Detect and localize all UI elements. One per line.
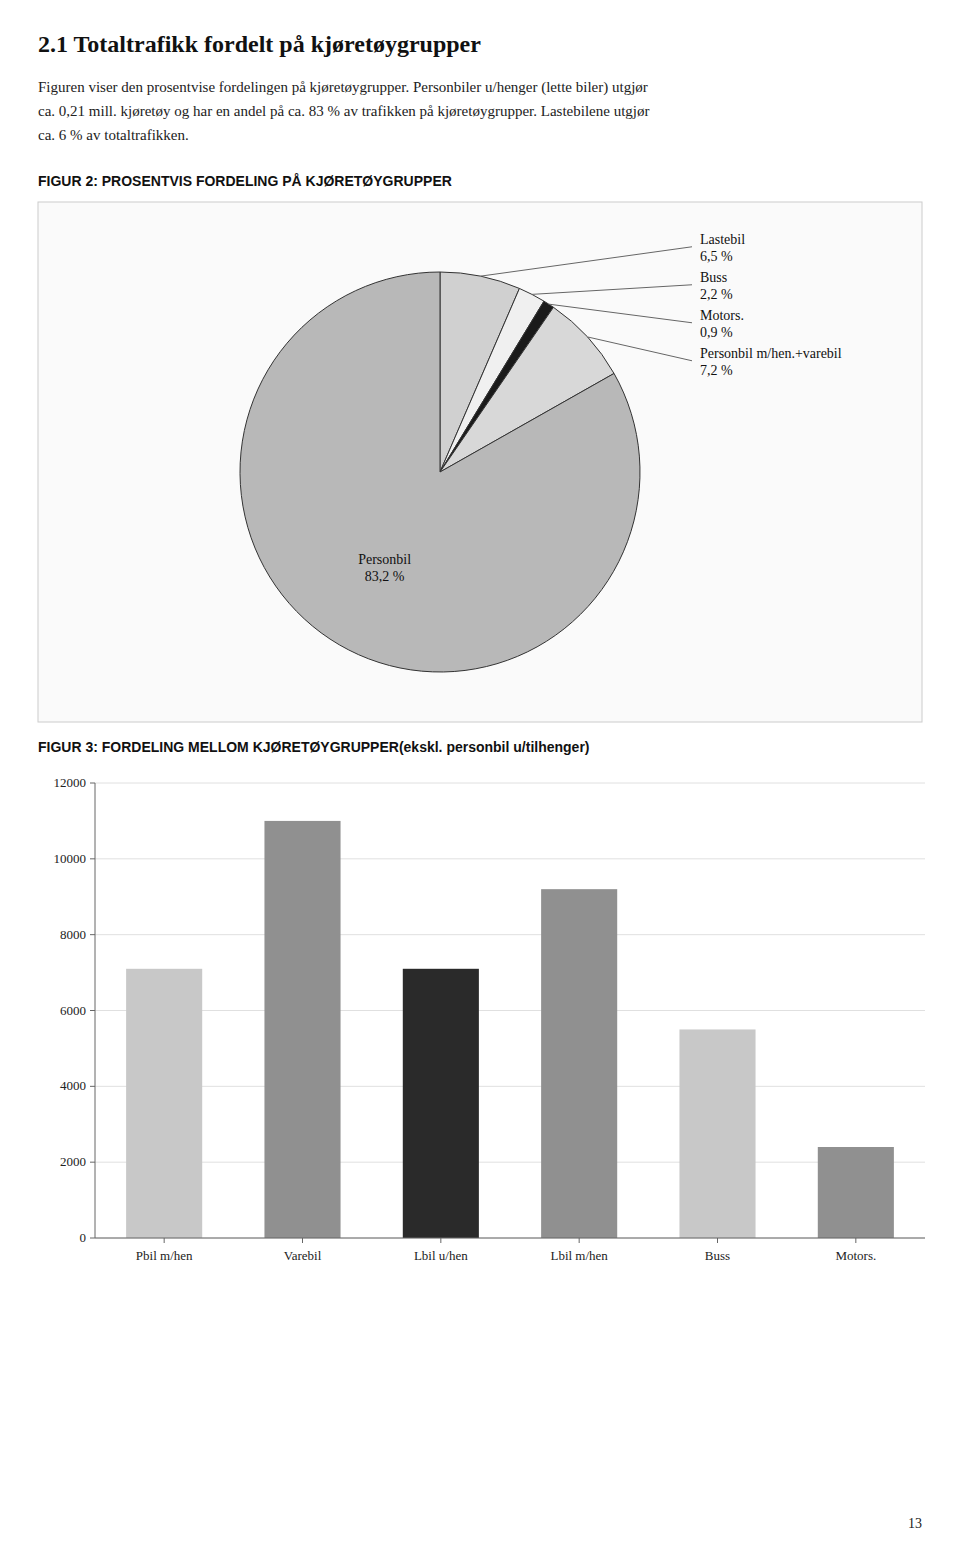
bars (126, 821, 894, 1238)
grid-line (95, 783, 925, 784)
x-tick (440, 1238, 441, 1243)
x-tick-label: Lbil u/hen (414, 1248, 468, 1263)
y-axis (95, 783, 96, 1238)
leader-line (481, 247, 692, 276)
leader-line (588, 337, 692, 361)
x-tick (302, 1238, 303, 1243)
x-tick-label: Varebil (284, 1248, 322, 1263)
y-tick-label: 4000 (60, 1078, 86, 1093)
grid-line (95, 1010, 925, 1011)
leader-line (532, 285, 692, 295)
slice-name: Lastebil (700, 232, 745, 247)
bar (264, 821, 340, 1238)
page-number: 13 (908, 1516, 922, 1531)
body-text: ca. 6 % av totaltrafikken. (38, 127, 189, 143)
bar (679, 1029, 755, 1238)
grid-line (95, 934, 925, 935)
x-tick (855, 1238, 856, 1243)
y-tick (90, 934, 95, 935)
slice-value-label: 7,2 % (700, 363, 733, 378)
bar (541, 889, 617, 1238)
page-title: 2.1 Totaltrafikk fordelt på kjøretøygrup… (38, 31, 481, 57)
slice-value-label: 83,2 % (365, 569, 405, 584)
body-text: Figuren viser den prosentvise fordelinge… (38, 79, 648, 96)
grid-line (95, 1086, 925, 1087)
bar (403, 969, 479, 1238)
y-tick (90, 783, 95, 784)
x-tick (717, 1238, 718, 1243)
y-tick-label: 2000 (60, 1154, 86, 1169)
y-tick-label: 12000 (54, 775, 87, 790)
y-tick-label: 0 (80, 1230, 87, 1245)
bar (126, 969, 202, 1238)
x-tick-label: Pbil m/hen (136, 1248, 193, 1263)
slice-name: Buss (700, 270, 727, 285)
y-tick (90, 1010, 95, 1011)
y-tick-label: 8000 (60, 927, 86, 942)
x-tick (579, 1238, 580, 1243)
body-text: ca. 0,21 mill. kjøretøy og har en andel … (38, 103, 649, 119)
y-tick (90, 858, 95, 859)
y-tick (90, 1086, 95, 1087)
pie-panel (38, 202, 922, 722)
x-tick-label: Buss (705, 1248, 730, 1263)
chart-title: FIGUR 3: FORDELING MELLOM KJØRETØYGRUPPE… (38, 739, 590, 755)
leader-line (549, 304, 692, 323)
x-tick (164, 1238, 165, 1243)
grid-line (95, 858, 925, 859)
grid (95, 783, 925, 1238)
slice-value-label: 2,2 % (700, 287, 733, 302)
x-tick-label: Motors. (835, 1248, 876, 1263)
slice-name: Personbil m/hen.+varebil (700, 346, 842, 361)
x-axis (95, 1238, 925, 1239)
y-tick-label: 6000 (60, 1003, 86, 1018)
y-tick-label: 10000 (54, 851, 87, 866)
slice-name: Motors. (700, 308, 744, 323)
slice-value-label: 6,5 % (700, 249, 733, 264)
slice-name: Personbil (358, 552, 411, 567)
pie-slice (240, 272, 640, 672)
page: 2.1 Totaltrafikk fordelt på kjøretøygrup… (0, 0, 960, 1543)
x-tick-label: Lbil m/hen (550, 1248, 608, 1263)
grid-line (95, 1238, 925, 1239)
slice-value-label: 0,9 % (700, 325, 733, 340)
chart-title: FIGUR 2: PROSENTVIS FORDELING PÅ KJØRETØ… (38, 173, 452, 189)
y-tick (90, 1238, 95, 1239)
grid-line (95, 1162, 925, 1163)
pie (240, 272, 640, 672)
y-tick (90, 1162, 95, 1163)
bar (818, 1147, 894, 1238)
